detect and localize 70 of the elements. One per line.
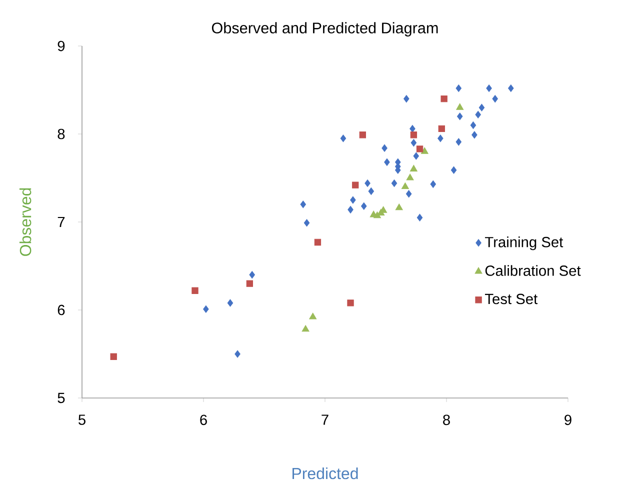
point — [192, 287, 198, 294]
point — [314, 238, 322, 246]
point — [475, 110, 481, 118]
point — [361, 202, 367, 210]
point — [486, 84, 492, 92]
point — [377, 208, 385, 216]
point — [450, 166, 457, 174]
point — [304, 219, 310, 227]
point — [227, 299, 234, 307]
y-axis-title: Observed — [19, 188, 32, 256]
point — [416, 146, 424, 152]
x-tick-label: 6 — [200, 414, 207, 426]
chart-title: Observed and Predicted Diagram — [212, 22, 438, 36]
x-tick-label: 7 — [322, 414, 328, 425]
y-tick-label: 8 — [58, 128, 65, 140]
point — [406, 190, 412, 198]
point — [110, 353, 117, 360]
point — [410, 132, 418, 138]
legend-label: Calibration Set — [485, 265, 581, 276]
point — [416, 214, 423, 222]
point — [438, 134, 444, 142]
point — [508, 84, 514, 92]
point — [395, 204, 403, 210]
point — [391, 180, 398, 188]
point — [300, 200, 306, 208]
point — [440, 95, 448, 102]
x-axis-title: Predicted — [292, 467, 358, 480]
point — [438, 125, 445, 132]
point — [456, 103, 464, 110]
x-tick-label: 5 — [78, 414, 86, 425]
point — [382, 144, 388, 152]
point — [430, 180, 436, 188]
y-tick-label: 6 — [58, 304, 65, 316]
point — [350, 196, 356, 204]
point — [420, 147, 428, 154]
y-tick-label: 7 — [58, 216, 65, 228]
point — [410, 164, 418, 172]
y-tick-label: 5 — [58, 392, 65, 404]
y-tick-label: 9 — [58, 40, 65, 52]
x-tick-label: 9 — [564, 414, 572, 426]
point — [359, 132, 366, 138]
legend-label: Test Set — [484, 294, 538, 304]
legend-label: Training Set — [484, 236, 564, 250]
x-tick-label: 8 — [443, 414, 450, 426]
point — [368, 187, 374, 195]
point — [348, 206, 354, 214]
point — [470, 121, 476, 129]
point — [406, 174, 414, 180]
point — [410, 139, 417, 147]
point — [384, 158, 390, 166]
point — [456, 84, 462, 92]
point — [309, 312, 317, 320]
point — [203, 305, 209, 313]
point — [456, 138, 462, 146]
point — [246, 280, 254, 287]
point — [413, 152, 419, 160]
point — [249, 271, 255, 279]
point — [472, 131, 478, 139]
point — [347, 300, 354, 306]
point — [401, 182, 409, 190]
point — [404, 95, 410, 103]
point — [478, 104, 485, 112]
point — [410, 124, 416, 132]
point — [234, 350, 240, 358]
point — [302, 325, 310, 332]
point — [340, 134, 346, 142]
point — [364, 180, 370, 188]
point — [456, 112, 463, 120]
point — [492, 95, 498, 103]
point — [352, 182, 359, 188]
